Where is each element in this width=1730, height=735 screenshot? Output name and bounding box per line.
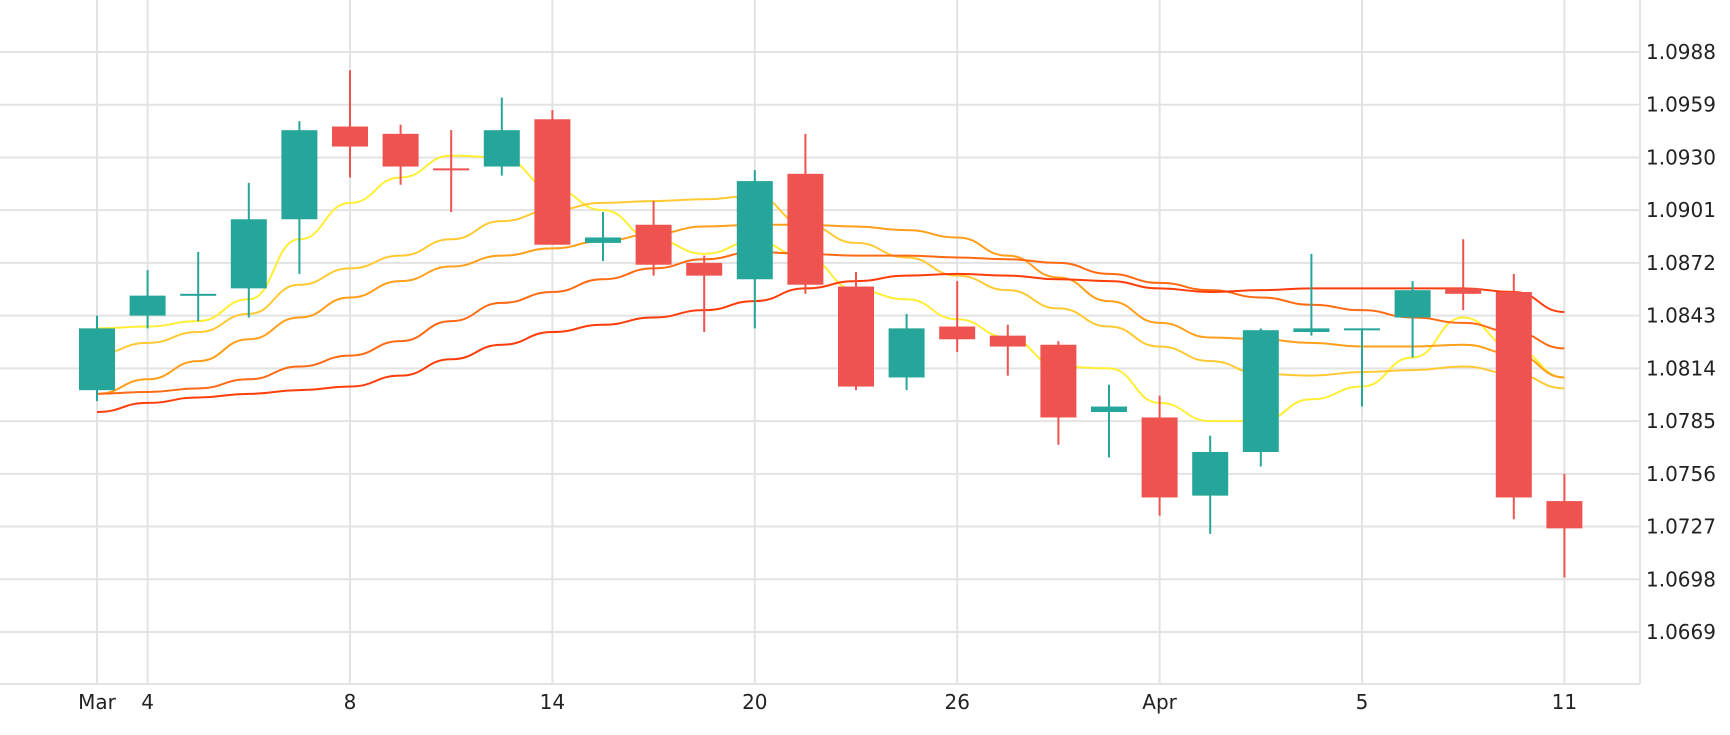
candle-body bbox=[1242, 330, 1279, 452]
y-tick-label: 1.0872 bbox=[1646, 251, 1716, 275]
candle-body bbox=[1546, 501, 1583, 529]
candle-body bbox=[332, 126, 368, 147]
moving-average-line bbox=[96, 223, 1565, 395]
candle-body bbox=[433, 168, 470, 171]
y-tick-label: 1.0843 bbox=[1646, 304, 1716, 328]
candle-body bbox=[1293, 328, 1330, 332]
moving-average-line bbox=[96, 154, 1565, 423]
y-tick-label: 1.0901 bbox=[1646, 198, 1716, 222]
x-tick-label: 14 bbox=[540, 690, 565, 714]
x-tick-label: Apr bbox=[1142, 690, 1177, 714]
x-tick-label: 8 bbox=[344, 690, 357, 714]
candle-layer bbox=[79, 70, 1583, 578]
candle-body bbox=[382, 133, 419, 167]
y-tick-label: 1.0756 bbox=[1646, 462, 1716, 486]
y-tick-label: 1.0698 bbox=[1646, 567, 1716, 591]
candle-body bbox=[736, 181, 773, 280]
candle-body bbox=[585, 237, 621, 243]
y-tick-label: 1.0959 bbox=[1646, 93, 1716, 117]
x-tick-label: 4 bbox=[141, 690, 154, 714]
axis-label-layer: 1.0988 1.0959 1.0930 1.0901 1.0872 1.0843 1.08… bbox=[78, 40, 1716, 714]
moving-average-layer bbox=[96, 154, 1565, 423]
y-tick-label: 1.0988 bbox=[1646, 40, 1716, 64]
candle-body bbox=[1040, 344, 1077, 418]
candle-body bbox=[1495, 292, 1532, 498]
candle-body bbox=[1091, 406, 1127, 412]
candle-body bbox=[888, 328, 925, 378]
moving-average-line bbox=[96, 194, 1565, 390]
candle-body bbox=[838, 286, 874, 387]
candle-body bbox=[129, 295, 166, 316]
candle-body bbox=[180, 293, 217, 296]
y-tick-label: 1.0814 bbox=[1646, 356, 1716, 380]
x-tick-label: Mar bbox=[78, 690, 117, 714]
candle-body bbox=[939, 326, 976, 340]
candle-body bbox=[230, 219, 267, 289]
moving-average-line bbox=[96, 272, 1565, 413]
x-tick-label: 20 bbox=[742, 690, 767, 714]
candle-body bbox=[989, 335, 1026, 347]
candle-body bbox=[1192, 452, 1229, 496]
y-tick-label: 1.0785 bbox=[1646, 409, 1716, 433]
grid-layer bbox=[0, 0, 1641, 685]
moving-average-line bbox=[96, 250, 1565, 395]
y-tick-label: 1.0727 bbox=[1646, 515, 1716, 539]
y-tick-label: 1.0669 bbox=[1646, 620, 1716, 644]
x-tick-label: 11 bbox=[1552, 690, 1577, 714]
candle-body bbox=[534, 119, 571, 245]
candle-body bbox=[787, 173, 824, 285]
candle-body bbox=[1344, 328, 1380, 331]
candle-body bbox=[1394, 290, 1431, 318]
candle-body bbox=[79, 328, 115, 391]
candle-body bbox=[281, 130, 318, 220]
candle-body bbox=[686, 262, 723, 276]
x-tick-label: 5 bbox=[1356, 690, 1369, 714]
y-tick-label: 1.0930 bbox=[1646, 145, 1716, 169]
candle-body bbox=[635, 224, 672, 265]
candle-body bbox=[1141, 417, 1178, 498]
x-tick-label: 26 bbox=[944, 690, 969, 714]
candle-body bbox=[1445, 288, 1482, 294]
candle-body bbox=[483, 130, 520, 167]
